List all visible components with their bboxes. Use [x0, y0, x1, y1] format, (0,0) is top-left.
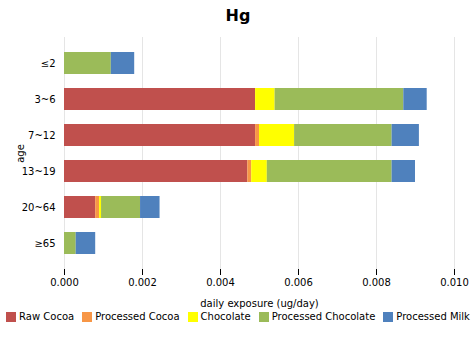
svg-text:daily exposure (ug/day): daily exposure (ug/day) [200, 298, 319, 309]
html-text:Raw Cocoa: Raw Cocoa [19, 311, 75, 322]
svg-text:20~64: 20~64 [22, 202, 56, 213]
svg-text:0.008: 0.008 [362, 277, 391, 288]
svg-text:0.006: 0.006 [284, 277, 313, 288]
svg-text:13~19: 13~19 [22, 166, 56, 177]
svg-text:≥65: ≥65 [34, 238, 55, 249]
html-text:Chocolate: Chocolate [200, 311, 251, 322]
html-text:Hg: Hg [225, 6, 251, 25]
html-text:Processed Milk: Processed Milk [396, 311, 470, 322]
html-text:Processed Cocoa: Processed Cocoa [95, 311, 180, 322]
svg-text:age: age [15, 144, 26, 163]
html-text:Processed Chocolate: Processed Chocolate [271, 311, 376, 322]
svg-text:0.000: 0.000 [50, 277, 79, 288]
svg-text:≤2: ≤2 [41, 58, 56, 69]
svg-text:3~6: 3~6 [34, 94, 55, 105]
svg-text:7~12: 7~12 [28, 130, 55, 141]
svg-text:0.010: 0.010 [440, 277, 469, 288]
svg-text:0.002: 0.002 [128, 277, 157, 288]
svg-text:0.004: 0.004 [206, 277, 235, 288]
